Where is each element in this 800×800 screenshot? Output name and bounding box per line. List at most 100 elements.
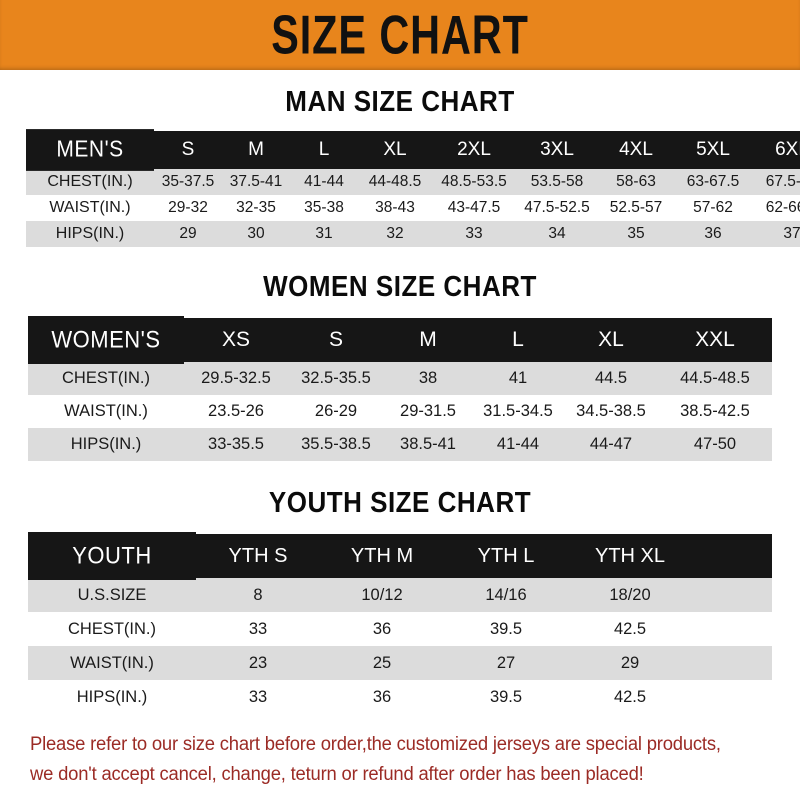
men-cell: 32	[358, 221, 432, 247]
men-cell: 30	[222, 221, 290, 247]
youth-size-header: YTH L	[444, 534, 568, 578]
youth-size-header: YTH S	[196, 534, 320, 578]
men-cell: 32-35	[222, 195, 290, 221]
women-cell: 47-50	[658, 428, 772, 461]
men-cell: 36	[674, 221, 752, 247]
table-row: WAIST(IN.) 23.5-26 26-29 29-31.5 31.5-34…	[28, 395, 772, 428]
women-cell: 31.5-34.5	[472, 395, 564, 428]
women-cell: 29.5-32.5	[184, 362, 288, 395]
banner: SIZE CHART	[0, 0, 800, 70]
men-size-header: XL	[358, 131, 432, 169]
women-cell: 38	[384, 362, 472, 395]
men-cell: 41-44	[290, 169, 358, 195]
men-cell: 62-66.5	[752, 195, 800, 221]
men-cell: 38-43	[358, 195, 432, 221]
men-row-label: HIPS(IN.)	[26, 221, 154, 247]
youth-cell: 42.5	[568, 612, 692, 646]
youth-row-label: U.S.SIZE	[28, 578, 196, 612]
youth-cell-spacer	[692, 680, 772, 714]
men-cell: 63-67.5	[674, 169, 752, 195]
men-cell: 44-48.5	[358, 169, 432, 195]
youth-cell: 8	[196, 578, 320, 612]
table-row: CHEST(IN.) 29.5-32.5 32.5-35.5 38 41 44.…	[28, 362, 772, 395]
men-cell: 52.5-57	[598, 195, 674, 221]
women-cell: 38.5-41	[384, 428, 472, 461]
youth-header-label: YOUTH	[28, 531, 196, 581]
youth-cell: 33	[196, 612, 320, 646]
women-header-label: WOMEN'S	[28, 315, 184, 365]
disclaimer-line-1: Please refer to our size chart before or…	[30, 734, 721, 755]
youth-cell: 25	[320, 646, 444, 680]
men-size-header: 4XL	[598, 131, 674, 169]
women-cell: 23.5-26	[184, 395, 288, 428]
women-cell: 44.5-48.5	[658, 362, 772, 395]
table-row: HIPS(IN.) 33-35.5 35.5-38.5 38.5-41 41-4…	[28, 428, 772, 461]
men-cell: 29-32	[154, 195, 222, 221]
disclaimer-block: Please refer to our size chart before or…	[0, 730, 800, 790]
youth-cell: 36	[320, 612, 444, 646]
table-row: WAIST(IN.) 23 25 27 29	[28, 646, 772, 680]
youth-cell-spacer	[692, 612, 772, 646]
men-size-header: 3XL	[516, 131, 598, 169]
men-cell: 35	[598, 221, 674, 247]
youth-cell-spacer	[692, 646, 772, 680]
men-cell: 37.5-41	[222, 169, 290, 195]
table-row: CHEST(IN.) 35-37.5 37.5-41 41-44 44-48.5…	[26, 169, 800, 195]
table-row: WAIST(IN.) 29-32 32-35 35-38 38-43 43-47…	[26, 195, 800, 221]
men-size-header: L	[290, 131, 358, 169]
men-header-label: MEN'S	[26, 129, 154, 171]
men-cell: 47.5-52.5	[516, 195, 598, 221]
women-cell: 35.5-38.5	[288, 428, 384, 461]
women-header-row: WOMEN'S XS S M L XL XXL	[28, 315, 772, 365]
women-cell: 41	[472, 362, 564, 395]
men-cell: 43-47.5	[432, 195, 516, 221]
section-title-women: WOMEN SIZE CHART	[263, 269, 537, 303]
youth-cell: 42.5	[568, 680, 692, 714]
table-row: U.S.SIZE 8 10/12 14/16 18/20	[28, 578, 772, 612]
youth-cell: 10/12	[320, 578, 444, 612]
women-cell: 44.5	[564, 362, 658, 395]
disclaimer-line-2: we don't accept cancel, change, teturn o…	[30, 764, 644, 785]
youth-cell: 27	[444, 646, 568, 680]
men-cell: 31	[290, 221, 358, 247]
youth-size-header: YTH XL	[568, 534, 692, 578]
table-row: HIPS(IN.) 29 30 31 32 33 34 35 36 37	[26, 221, 800, 247]
women-cell: 34.5-38.5	[564, 395, 658, 428]
men-cell: 53.5-58	[516, 169, 598, 195]
youth-header-spacer	[692, 534, 772, 578]
men-size-header: S	[154, 131, 222, 169]
men-header-row: MEN'S S M L XL 2XL 3XL 4XL 5XL 6XL	[26, 129, 800, 171]
men-cell: 35-38	[290, 195, 358, 221]
page-title: SIZE CHART	[271, 3, 529, 66]
men-row-label: WAIST(IN.)	[26, 195, 154, 221]
men-cell: 29	[154, 221, 222, 247]
women-cell: 41-44	[472, 428, 564, 461]
women-cell: 38.5-42.5	[658, 395, 772, 428]
youth-cell: 33	[196, 680, 320, 714]
women-row-label: HIPS(IN.)	[28, 428, 184, 461]
youth-cell: 18/20	[568, 578, 692, 612]
women-cell: 32.5-35.5	[288, 362, 384, 395]
women-row-label: CHEST(IN.)	[28, 362, 184, 395]
men-size-table: MEN'S S M L XL 2XL 3XL 4XL 5XL 6XL CHEST…	[26, 129, 800, 247]
men-size-header: M	[222, 131, 290, 169]
youth-cell: 14/16	[444, 578, 568, 612]
women-size-header: L	[472, 318, 564, 362]
youth-cell: 23	[196, 646, 320, 680]
men-cell: 33	[432, 221, 516, 247]
youth-table-wrap: YOUTH YTH S YTH M YTH L YTH XL U.S.SIZE …	[0, 531, 800, 714]
youth-cell: 39.5	[444, 612, 568, 646]
men-size-header: 2XL	[432, 131, 516, 169]
women-cell: 29-31.5	[384, 395, 472, 428]
women-size-header: M	[384, 318, 472, 362]
men-cell: 67.5-72	[752, 169, 800, 195]
section-title-men: MAN SIZE CHART	[285, 84, 515, 118]
youth-cell: 39.5	[444, 680, 568, 714]
youth-row-label: HIPS(IN.)	[28, 680, 196, 714]
men-size-header: 5XL	[674, 131, 752, 169]
men-cell: 37	[752, 221, 800, 247]
section-title-youth: YOUTH SIZE CHART	[268, 485, 532, 519]
youth-row-label: CHEST(IN.)	[28, 612, 196, 646]
table-row: CHEST(IN.) 33 36 39.5 42.5	[28, 612, 772, 646]
youth-cell: 36	[320, 680, 444, 714]
